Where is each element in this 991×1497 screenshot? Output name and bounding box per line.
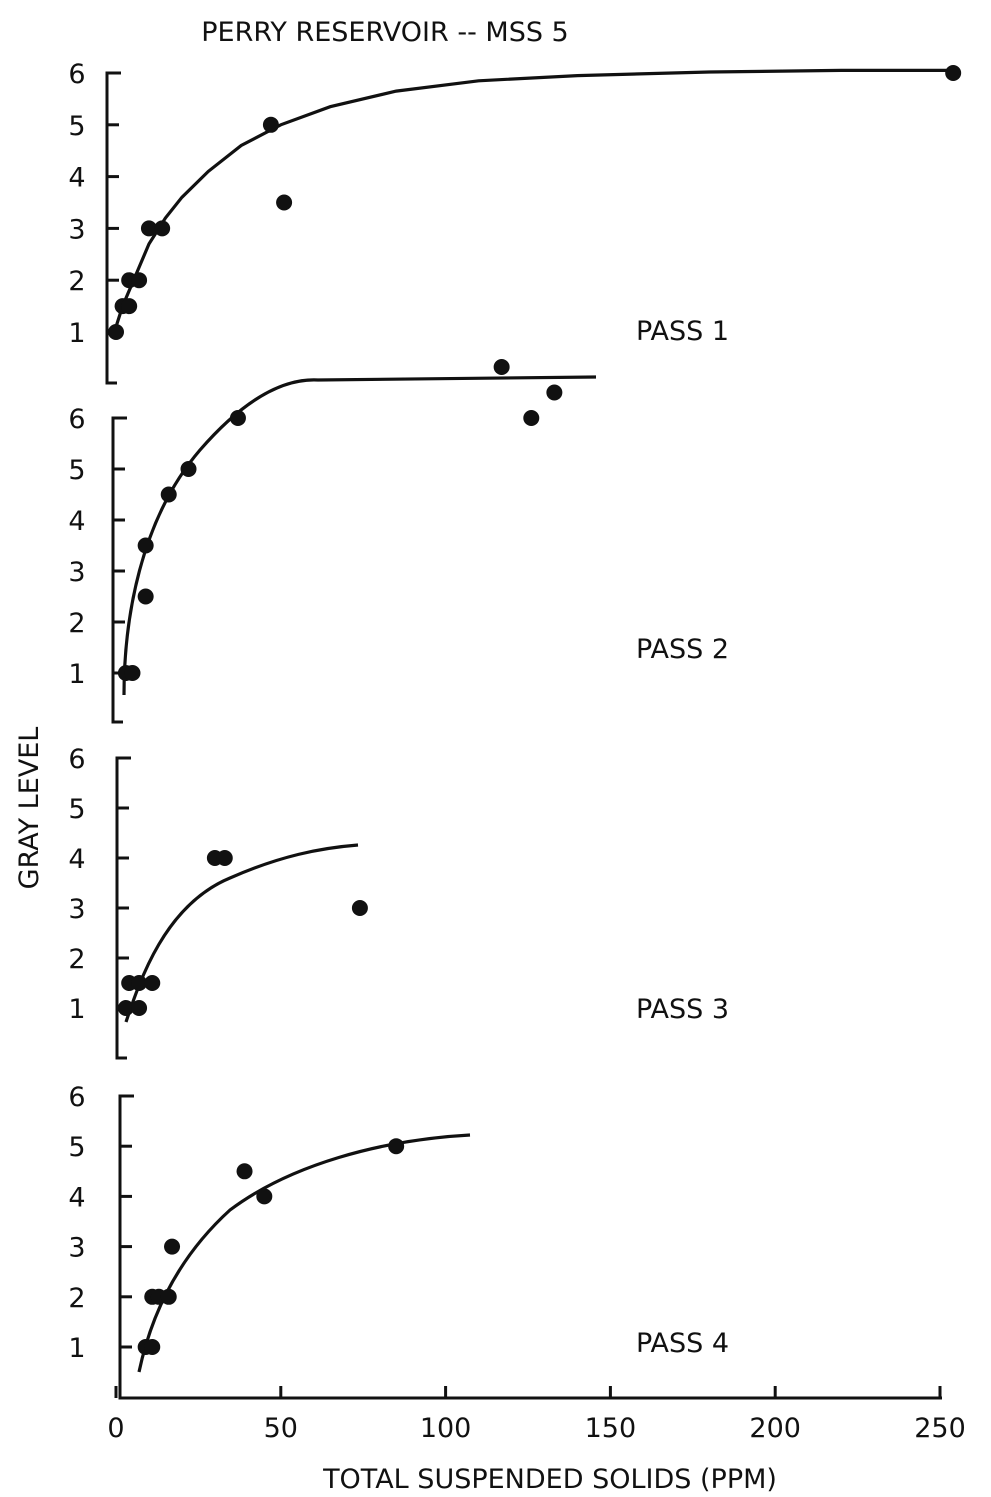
x-axis-title: TOTAL SUSPENDED SOLIDS (PPM): [322, 1464, 777, 1495]
y-tick-label: 5: [68, 455, 85, 486]
data-point: [137, 588, 154, 605]
data-point: [276, 194, 293, 211]
panel-label: PASS 4: [636, 1328, 729, 1359]
y-tick-label: 3: [68, 214, 85, 245]
data-point: [108, 324, 124, 340]
y-tick-label: 3: [68, 894, 85, 925]
fit-curve: [122, 375, 597, 696]
data-point: [154, 220, 171, 237]
data-point: [945, 65, 962, 81]
panel-label: PASS 3: [636, 994, 729, 1025]
data-point: [229, 410, 246, 426]
data-point: [124, 665, 141, 681]
data-point: [546, 384, 563, 401]
data-point: [236, 1163, 253, 1180]
data-point: [144, 975, 161, 991]
y-tick-label: 2: [68, 266, 85, 297]
x-tick-label: 50: [264, 1413, 298, 1444]
panel-4: 1 2 3 4 5 6 PASS 4: [68, 1082, 729, 1400]
panel-label: PASS 1: [636, 316, 729, 347]
data-point: [262, 116, 279, 133]
y-tick-label: 2: [68, 608, 85, 639]
data-point: [216, 850, 233, 866]
y-tick-label: 6: [68, 404, 85, 435]
y-tick-label: 1: [68, 1333, 85, 1364]
x-tick-label: 100: [420, 1413, 472, 1444]
data-point: [121, 298, 138, 315]
data-point: [140, 220, 157, 237]
y-tick-label: 1: [68, 659, 85, 690]
panels: 1 2 3 4 5 6 PASS 1 1 2 3 4 5 6 PASS 2 1 2 3 4 5 6 PASS 3 1 2 3 4…: [68, 59, 962, 1400]
data-point: [180, 461, 197, 477]
data-point: [160, 486, 177, 503]
y-tick-label: 2: [68, 1283, 85, 1314]
y-tick-label: 2: [68, 944, 85, 975]
data-point: [131, 1000, 148, 1016]
y-tick-label: 6: [68, 744, 85, 775]
panel-label: PASS 2: [636, 634, 729, 665]
data-point: [137, 537, 154, 554]
y-tick-label: 6: [68, 1082, 85, 1113]
x-tick-label: 200: [749, 1413, 801, 1444]
data-point: [164, 1238, 181, 1255]
chart-title: PERRY RESERVOIR -- MSS 5: [201, 17, 568, 48]
fit-curve: [111, 68, 960, 338]
x-axis: 0 50 100 150 200 250: [107, 1386, 966, 1444]
x-tick-label: 150: [585, 1413, 637, 1444]
y-tick-label: 4: [68, 506, 85, 537]
y-tick-label: 5: [68, 794, 85, 825]
data-point: [388, 1138, 405, 1155]
y-tick-label: 6: [68, 59, 85, 90]
y-tick-label: 4: [68, 163, 85, 194]
y-tick-label: 4: [68, 844, 85, 875]
data-point: [256, 1188, 273, 1205]
x-tick-label: 0: [107, 1413, 124, 1444]
data-point: [493, 359, 510, 375]
data-point: [131, 272, 148, 289]
fit-curve: [124, 843, 359, 1023]
data-point: [144, 1339, 161, 1355]
data-point: [131, 975, 148, 991]
y-tick-label: 3: [68, 557, 85, 588]
panel-3: 1 2 3 4 5 6 PASS 3: [68, 744, 729, 1060]
y-tick-label: 1: [68, 318, 85, 349]
y-tick-label: 4: [68, 1182, 85, 1213]
panel-1: 1 2 3 4 5 6 PASS 1: [68, 59, 962, 385]
data-point: [351, 900, 368, 916]
x-tick-label: 250: [914, 1413, 966, 1444]
y-tick-label: 1: [68, 994, 85, 1025]
y-axis-title: GRAY LEVEL: [14, 727, 45, 890]
data-point: [523, 410, 540, 426]
y-tick-label: 5: [68, 111, 85, 142]
data-point: [117, 1000, 134, 1016]
data-point: [160, 1288, 177, 1305]
fit-curve: [137, 1133, 471, 1373]
panel-2: 1 2 3 4 5 6 PASS 2: [68, 359, 729, 724]
y-tick-label: 5: [68, 1132, 85, 1163]
y-tick-label: 3: [68, 1233, 85, 1264]
